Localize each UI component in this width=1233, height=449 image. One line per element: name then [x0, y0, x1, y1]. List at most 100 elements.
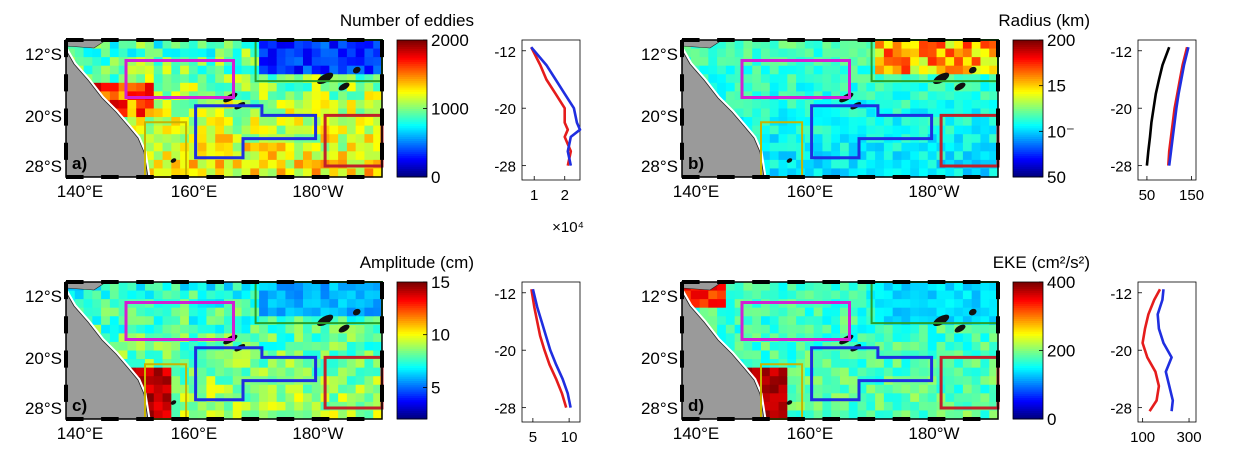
map-cell: [188, 350, 199, 360]
map-cell: [171, 142, 181, 152]
map-cell: [989, 168, 999, 178]
map-cell: [206, 393, 216, 403]
map-cell: [725, 316, 736, 326]
map-cell: [857, 359, 867, 369]
map-cell: [857, 282, 867, 292]
map-cell: [267, 299, 278, 309]
map-cell: [224, 134, 234, 144]
map-cell: [822, 82, 832, 92]
map-cell: [171, 350, 181, 360]
map-cell: [338, 168, 348, 178]
map-cell: [180, 65, 190, 75]
colorbar-band: [397, 354, 427, 358]
profile-ytick-label: -20: [494, 101, 516, 118]
map-cell: [311, 142, 322, 152]
map-cell: [831, 74, 841, 84]
map-cell: [989, 151, 999, 161]
map-cell: [866, 82, 876, 92]
colorbar-band: [1013, 410, 1043, 414]
map-cell: [329, 376, 339, 386]
map-cell: [346, 367, 357, 377]
colorbar-band: [397, 410, 427, 414]
map-cell: [962, 282, 973, 292]
map-cell: [901, 307, 911, 317]
map-cell: [285, 401, 295, 412]
map-cell: [848, 74, 859, 84]
map-cell: [197, 117, 208, 127]
map-cell: [320, 40, 330, 50]
map-cell: [285, 91, 295, 101]
map-cell: [848, 367, 859, 377]
colorbar-band: [1013, 104, 1043, 107]
colorbar-band: [397, 52, 427, 56]
map-cell: [153, 125, 164, 135]
map-cell: [769, 168, 780, 178]
map-cell: [989, 82, 999, 92]
map-cell: [145, 74, 155, 84]
map-cell: [989, 159, 999, 170]
map-cell: [206, 142, 216, 152]
map-cell: [954, 316, 964, 326]
map-cell: [778, 307, 788, 317]
map-cell: [954, 367, 964, 377]
map-cell: [725, 307, 736, 317]
map-cell: [848, 168, 859, 178]
map-cell: [919, 367, 929, 377]
map-cell: [303, 57, 313, 67]
map-cell: [901, 350, 911, 360]
frame-tick: [892, 280, 911, 284]
colorbar-band: [1013, 318, 1043, 322]
map-cell: [936, 324, 946, 334]
map-cell: [734, 65, 745, 75]
frame-tick: [276, 38, 295, 42]
profile-series-line: [531, 288, 572, 408]
colorbar-band: [1013, 102, 1043, 105]
map-cell: [892, 159, 903, 170]
map-cell: [109, 48, 120, 58]
colorbar-band: [397, 361, 427, 364]
colorbar-band: [397, 414, 427, 418]
map-cell: [346, 410, 357, 420]
map-cell: [954, 341, 964, 352]
map-cell: [822, 350, 832, 360]
colorbar-band: [397, 91, 427, 95]
map-cell: [725, 74, 736, 84]
map-cell: [373, 82, 383, 92]
map-cell: [813, 142, 824, 152]
map-cell: [162, 376, 172, 386]
map-cell: [883, 65, 894, 75]
map-cell: [919, 168, 929, 178]
map-cell: [796, 282, 806, 292]
map-cell: [294, 316, 304, 326]
map-cell: [927, 324, 938, 334]
map-cell: [232, 307, 243, 317]
map-cell: [118, 99, 129, 110]
frame-tick: [311, 280, 330, 284]
map-cell: [338, 48, 348, 58]
map-cell: [901, 74, 911, 84]
map-cell: [840, 168, 850, 178]
map-cell: [373, 316, 383, 326]
map-cell: [831, 134, 841, 144]
map-cell: [778, 290, 788, 300]
colorbar-band: [1013, 406, 1043, 409]
map-cell: [197, 367, 208, 377]
map-cell: [127, 117, 137, 127]
map-cell: [188, 125, 199, 135]
map-cell: [303, 91, 313, 101]
map-cell: [822, 282, 832, 292]
map-cell: [840, 367, 850, 377]
map-cell: [725, 57, 736, 67]
colorbar-band: [1013, 356, 1043, 360]
colorbar-band: [397, 395, 427, 399]
map-cell: [206, 168, 216, 178]
map-cell: [892, 316, 903, 326]
map-cell: [945, 168, 955, 178]
map-cell: [945, 282, 955, 292]
map-cell: [232, 401, 243, 412]
map-cell: [171, 82, 181, 92]
colorbar-band: [1013, 63, 1043, 67]
colorbar-band: [397, 50, 427, 54]
